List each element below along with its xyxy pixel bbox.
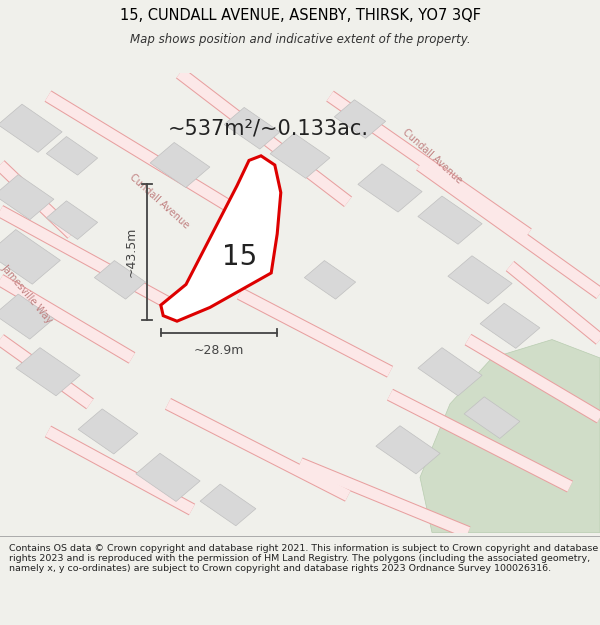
Bar bbox=[304, 261, 356, 299]
Polygon shape bbox=[161, 156, 281, 321]
Bar bbox=[0, 229, 61, 284]
Text: 15: 15 bbox=[223, 243, 257, 271]
Text: Cundall Avenue: Cundall Avenue bbox=[127, 173, 191, 231]
Bar bbox=[0, 294, 54, 339]
Bar bbox=[418, 348, 482, 396]
Bar bbox=[200, 484, 256, 526]
Bar bbox=[46, 201, 98, 239]
Text: Cundall Avenue: Cundall Avenue bbox=[400, 127, 464, 185]
Polygon shape bbox=[420, 339, 600, 532]
Bar bbox=[46, 136, 98, 175]
Bar bbox=[418, 196, 482, 244]
Bar bbox=[448, 256, 512, 304]
Bar bbox=[270, 133, 330, 178]
Text: ~28.9m: ~28.9m bbox=[194, 344, 244, 357]
Bar bbox=[358, 164, 422, 212]
Text: Map shows position and indicative extent of the property.: Map shows position and indicative extent… bbox=[130, 34, 470, 46]
Text: Jamesville Way: Jamesville Way bbox=[0, 262, 55, 325]
Bar bbox=[16, 348, 80, 396]
Text: ~537m²/~0.133ac.: ~537m²/~0.133ac. bbox=[168, 118, 369, 138]
Bar bbox=[0, 174, 54, 220]
Text: ~43.5m: ~43.5m bbox=[125, 227, 138, 278]
Bar bbox=[78, 409, 138, 454]
Bar bbox=[334, 100, 386, 138]
Bar bbox=[0, 104, 62, 152]
Bar bbox=[464, 397, 520, 439]
Text: 15, CUNDALL AVENUE, ASENBY, THIRSK, YO7 3QF: 15, CUNDALL AVENUE, ASENBY, THIRSK, YO7 … bbox=[119, 8, 481, 23]
Bar bbox=[94, 261, 146, 299]
Bar bbox=[376, 426, 440, 474]
Bar bbox=[224, 107, 280, 149]
Bar bbox=[136, 453, 200, 501]
Bar bbox=[480, 303, 540, 348]
Bar bbox=[150, 142, 210, 188]
Text: Contains OS data © Crown copyright and database right 2021. This information is : Contains OS data © Crown copyright and d… bbox=[9, 544, 598, 573]
